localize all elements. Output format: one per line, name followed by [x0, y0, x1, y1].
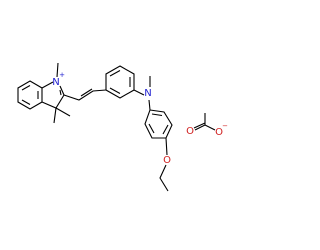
- vinyl-bridge: [63, 88, 107, 101]
- pyrrole-ring: [41, 81, 65, 109]
- gem-dimethyl: [53, 107, 71, 124]
- atom-label: O: [163, 155, 171, 166]
- atom-label: N: [144, 88, 151, 99]
- ring-double-bond: [59, 89, 62, 96]
- bonds: [17, 62, 216, 192]
- ring-double-bonds: [148, 113, 169, 135]
- atom-label: O: [186, 126, 194, 137]
- atom-label: N: [52, 77, 59, 88]
- molecule-diagram: N + N O O O −: [17, 62, 228, 192]
- n-methyl: [56, 62, 59, 78]
- ethoxy: [159, 137, 169, 192]
- atom-charge: −: [222, 122, 228, 130]
- benzene-ring: [105, 65, 135, 99]
- atom-label: O: [215, 127, 223, 138]
- amine-bonds: [133, 76, 151, 111]
- atom-labels: N + N O O O −: [52, 71, 228, 166]
- ring-double-bonds: [109, 70, 131, 94]
- acetate-bonds: [193, 113, 216, 131]
- atom-charge: +: [59, 71, 65, 79]
- ring-double-bonds: [21, 85, 39, 105]
